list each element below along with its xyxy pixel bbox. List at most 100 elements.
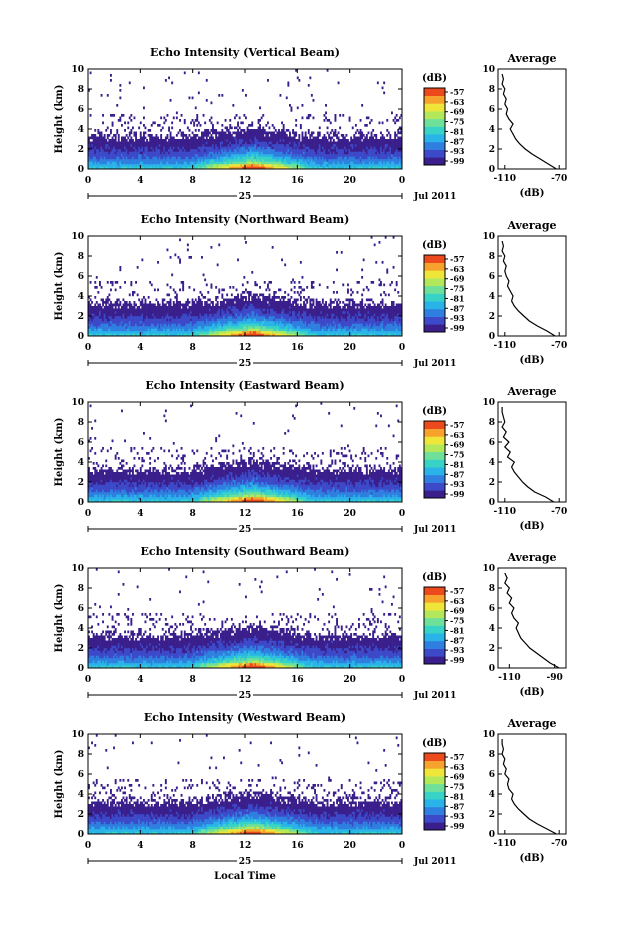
heatmap-cell (235, 161, 238, 165)
heatmap-cell (141, 303, 144, 307)
heatmap-cell (281, 144, 283, 147)
heatmap-cell (130, 311, 133, 314)
heatmap-cell (238, 134, 241, 137)
heatmap-cell (303, 141, 305, 145)
heatmap-cell (246, 164, 249, 167)
heatmap-cell (201, 311, 203, 314)
heatmap-cell (92, 166, 95, 170)
heatmap-cell (281, 258, 283, 262)
heatmap-cell (278, 131, 280, 135)
heatmap-cell (279, 156, 282, 160)
heatmap-cell (88, 144, 90, 147)
heatmap-cell (342, 161, 345, 165)
heatmap-cell (361, 131, 364, 135)
heatmap-cell (188, 318, 191, 322)
heatmap-cell (229, 139, 232, 142)
heatmap-cell (281, 136, 283, 140)
heatmap-cell (193, 164, 196, 167)
heatmap-cell (334, 141, 337, 145)
heatmap-cell (400, 131, 403, 135)
heatmap-cell (241, 134, 244, 137)
heatmap-cell (91, 323, 93, 327)
heatmap-cell (375, 164, 378, 167)
heatmap-cell (237, 149, 239, 152)
heatmap-cell (303, 166, 305, 170)
heatmap-cell (383, 151, 386, 155)
heatmap-cell (157, 136, 159, 140)
heatmap-cell (303, 149, 305, 152)
heatmap-cell (89, 149, 92, 152)
heatmap-cell (299, 161, 302, 165)
heatmap-cell (135, 144, 137, 147)
heatmap-cell (218, 149, 221, 152)
heatmap-cell (205, 331, 208, 334)
heatmap-cell (314, 146, 316, 150)
heatmap-cell (380, 141, 382, 145)
heatmap-cell (166, 149, 169, 152)
heatmap-cell (136, 166, 139, 170)
heatmap-cell (168, 321, 170, 324)
heatmap-cell (326, 139, 329, 142)
heatmap-cell (276, 136, 279, 140)
heatmap-cell (391, 149, 393, 152)
heatmap-cell (94, 154, 97, 157)
heatmap-cell (384, 144, 387, 147)
heatmap-cell (111, 283, 114, 287)
heatmap-cell (157, 156, 159, 160)
heatmap-cell (88, 139, 90, 142)
heatmap-cell (386, 134, 389, 137)
heatmap-cell (136, 318, 139, 322)
heatmap-cell (157, 333, 159, 337)
heatmap-cell (213, 331, 216, 334)
heatmap-cell (285, 149, 288, 152)
heatmap-cell (180, 321, 183, 324)
heatmap-cell (122, 333, 125, 337)
heatmap-cell (105, 321, 108, 324)
heatmap-cell (207, 321, 210, 324)
heatmap-cell (323, 149, 326, 152)
heatmap-cell (194, 166, 197, 170)
heatmap-cell (216, 156, 219, 160)
heatmap-cell (251, 144, 254, 147)
heatmap-cell (175, 134, 178, 137)
heatmap-cell (183, 311, 186, 314)
heatmap-cell (183, 154, 186, 157)
heatmap-cell (202, 321, 205, 324)
heatmap-cell (201, 141, 203, 145)
heatmap-cell (169, 323, 172, 327)
heatmap-cell (310, 161, 313, 165)
profile-y-tick-label: 4 (489, 125, 495, 135)
heatmap-cell (125, 321, 128, 324)
heatmap-cell (284, 166, 287, 170)
heatmap-cell (188, 159, 191, 162)
heatmap-cell (114, 156, 117, 160)
heatmap-cell (381, 139, 384, 142)
heatmap-cell (210, 321, 213, 324)
heatmap-cell (157, 326, 159, 329)
heatmap-cell (210, 161, 213, 165)
heatmap-cell (125, 303, 128, 307)
heatmap-cell (169, 164, 172, 167)
heatmap-cell (337, 151, 340, 155)
heatmap-cell (321, 146, 324, 150)
heatmap-cell (132, 316, 134, 319)
heatmap-cell (383, 161, 386, 165)
heatmap-cell (133, 131, 136, 135)
heatmap-cell (314, 139, 316, 142)
heatmap-cell (387, 141, 390, 145)
heatmap-cell (386, 164, 389, 167)
heatmap-cell (400, 161, 403, 165)
heatmap-cell (166, 306, 169, 309)
heatmap-cell (185, 146, 188, 150)
heatmap-cell (265, 156, 268, 160)
heatmap-cell (336, 134, 338, 137)
heatmap-cell (190, 328, 192, 332)
heatmap-cell (116, 313, 119, 317)
heatmap-cell (353, 144, 356, 147)
heatmap-cell (367, 159, 370, 162)
heatmap-cell (395, 154, 398, 157)
heatmap-cell (251, 156, 254, 160)
heatmap-cell (400, 141, 403, 145)
heatmap-cell (309, 134, 312, 137)
heatmap-cell (201, 134, 203, 137)
